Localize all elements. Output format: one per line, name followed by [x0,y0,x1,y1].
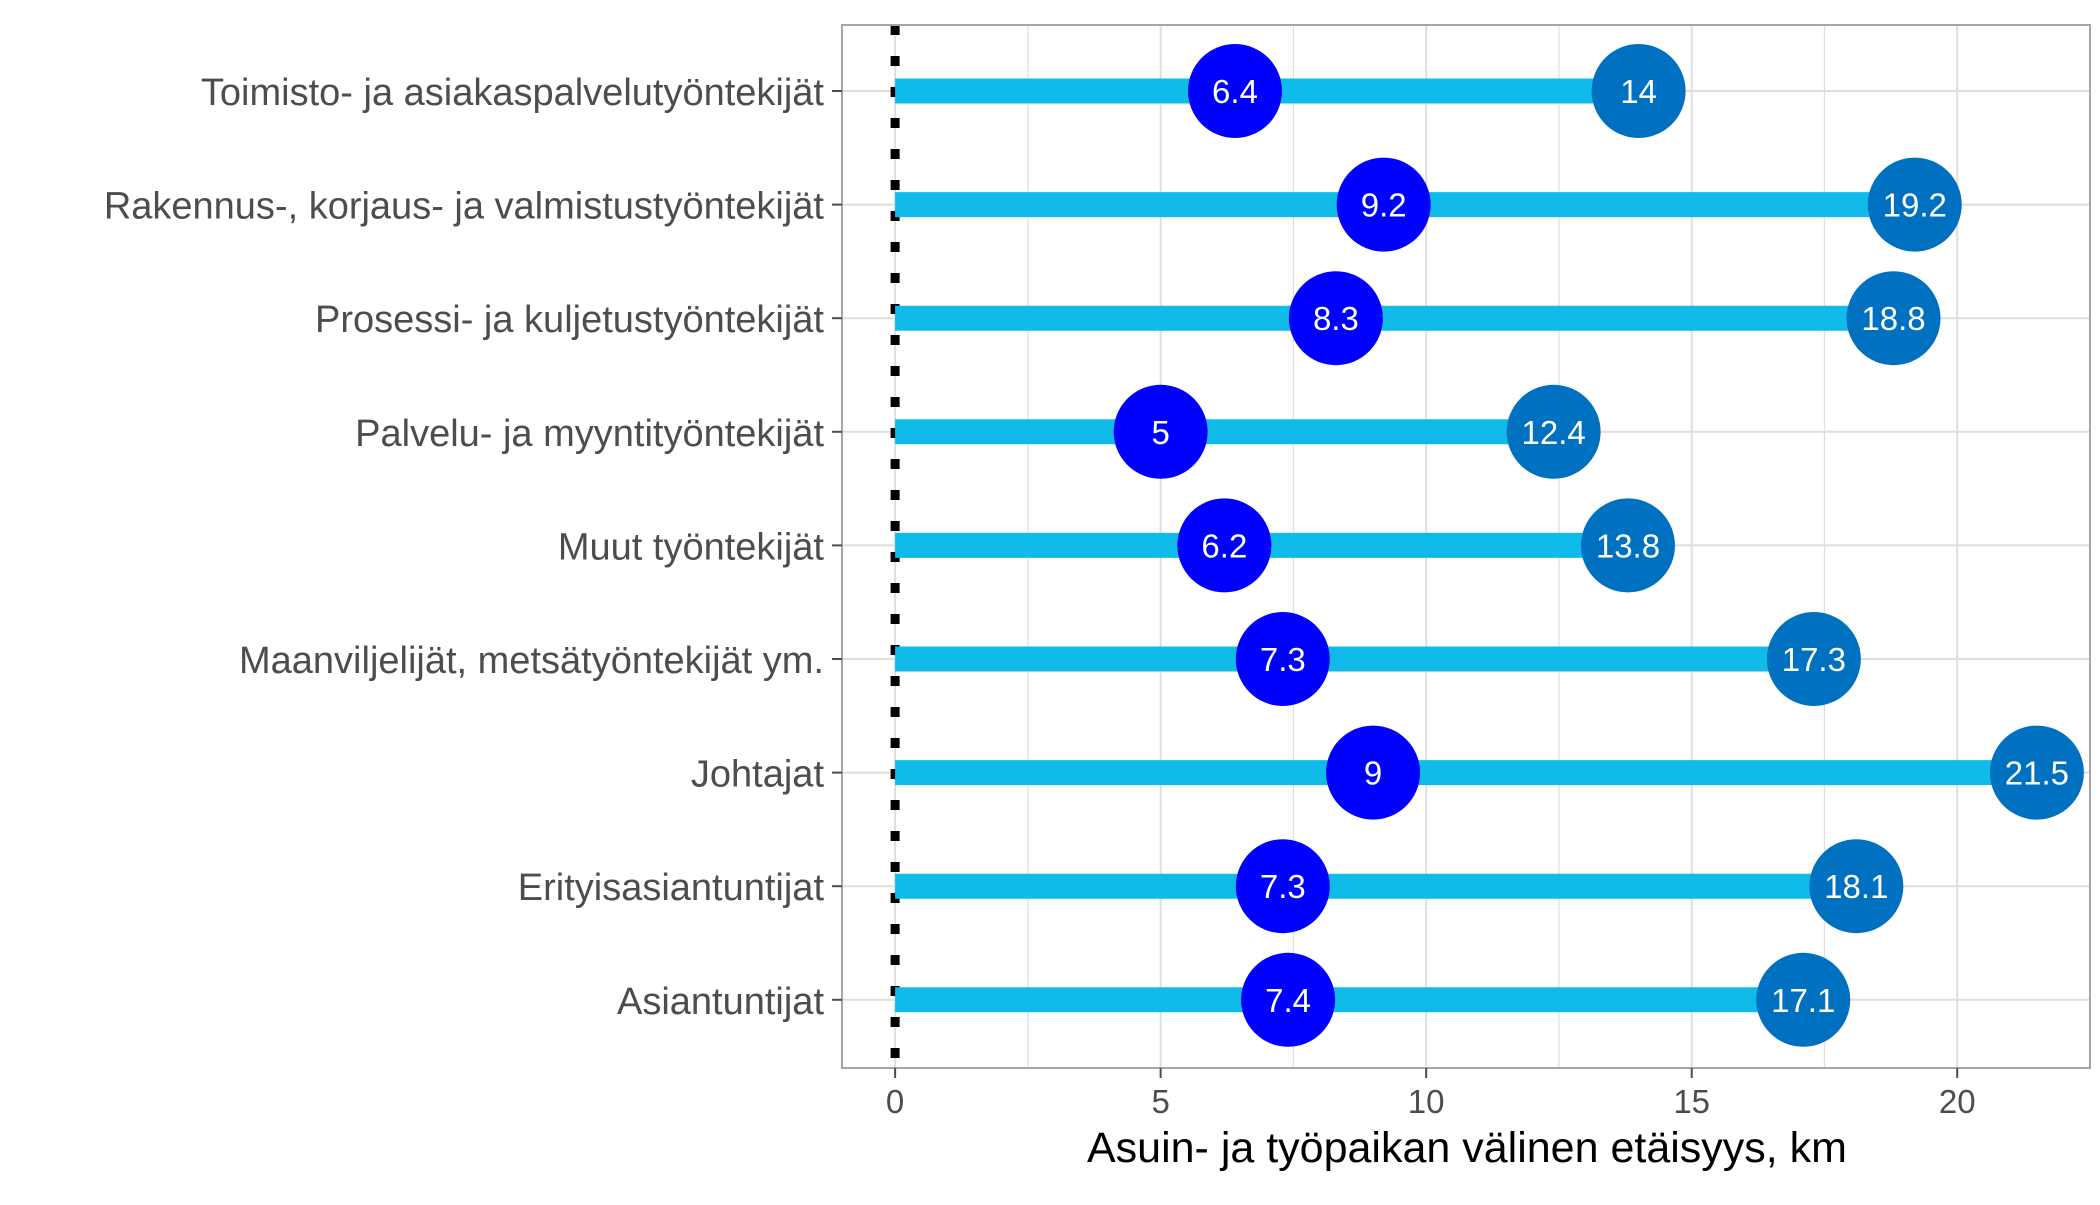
x-axis-title: Asuin- ja työpaikan välinen etäisyys, km [1087,1124,1847,1172]
point-label-high: 21.5 [2005,755,2069,792]
y-tick-label: Maanviljelijät, metsätyöntekijät ym. [239,640,824,682]
point-label-high: 18.8 [1861,300,1925,337]
panel-border [841,24,2091,1069]
point-label-low: 9.2 [1361,187,1407,224]
point-label-low: 6.2 [1201,527,1247,564]
point-label-low: 6.4 [1212,73,1258,110]
point-high [1846,271,1941,366]
point-high [1756,952,1851,1047]
y-tick-label: Erityisasiantuntijat [518,867,825,909]
y-tick-label: Asiantuntijat [617,981,824,1023]
point-label-high: 18.1 [1824,868,1888,905]
y-tick-label: Muut työntekijät [558,526,825,568]
point-low [1241,952,1336,1047]
x-tick-label: 20 [1939,1083,1976,1120]
point-label-high: 17.3 [1782,641,1846,678]
x-tick-label: 10 [1408,1083,1445,1120]
y-tick-label: Toimisto- ja asiakaspalvelutyöntekijät [201,72,825,114]
point-label-high: 17.1 [1771,982,1835,1019]
points [1113,44,2084,1047]
y-tick-label: Prosessi- ja kuljetustyöntekijät [315,299,824,341]
point-low [1326,725,1421,820]
x-tick-label: 0 [886,1083,904,1120]
point-high [1580,498,1675,593]
point-label-low: 8.3 [1313,300,1359,337]
point-low [1288,271,1383,366]
point-label-low: 7.4 [1265,982,1311,1019]
point-label-high: 12.4 [1522,414,1586,451]
point-low [1177,498,1272,593]
point-high [1766,612,1861,706]
point-low [1187,44,1282,138]
point-label-low: 7.3 [1260,641,1306,678]
point-label-high: 13.8 [1596,527,1660,564]
point-label-low: 5 [1151,414,1169,451]
point-low [1336,157,1431,252]
point-low [1235,839,1330,934]
y-tick-label: Johtajat [691,754,825,796]
point-labels: 6.4 9.2 8.3 5 6.2 7.3 9 7.3 7.4 14 19.2 18.8 12.4 13.… [1151,73,2069,1019]
point-high [1591,44,1686,138]
y-tick-label: Palvelu- ja myyntityöntekijät [355,413,824,455]
axes: Toimisto- ja asiakaspalvelutyöntekijät Ra… [104,24,2091,1120]
point-label-low: 9 [1364,755,1382,792]
x-tick-label: 15 [1673,1083,1710,1120]
point-label-high: 19.2 [1883,187,1947,224]
point-label-low: 7.3 [1260,868,1306,905]
point-low [1113,384,1208,479]
point-label-high: 14 [1620,73,1657,110]
point-low [1235,612,1330,706]
x-tick-label: 5 [1151,1083,1169,1120]
point-high [1506,384,1601,479]
point-high [1989,725,2084,820]
point-high [1867,157,1962,252]
point-high [1809,839,1904,934]
y-tick-label: Rakennus-, korjaus- ja valmistustyönteki… [104,186,825,228]
